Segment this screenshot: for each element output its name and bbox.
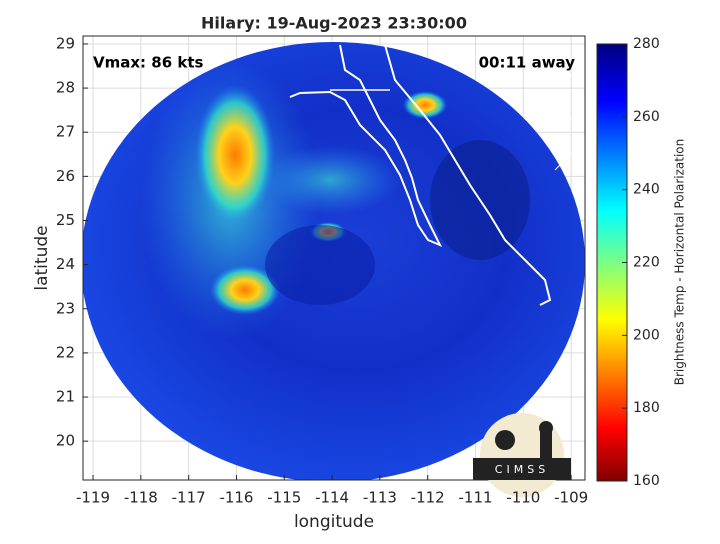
vmax-annotation: Vmax: 86 kts bbox=[93, 54, 203, 72]
y-tick-label: 22 bbox=[56, 343, 75, 361]
colorbar-tick-label: 280 bbox=[633, 36, 660, 52]
colorbar-tick-label: 180 bbox=[633, 400, 660, 416]
x-tick-label: -112 bbox=[411, 489, 445, 507]
y-tick-label: 23 bbox=[56, 299, 75, 317]
colorbar-tick-label: 220 bbox=[633, 255, 660, 271]
x-tick-label: -118 bbox=[124, 489, 158, 507]
x-tick-label: -114 bbox=[315, 489, 349, 507]
x-tick-label: -119 bbox=[76, 489, 110, 507]
y-tick-label: 24 bbox=[56, 255, 75, 273]
swath-image bbox=[83, 42, 585, 480]
colorbar-tick-label: 260 bbox=[633, 109, 660, 125]
axes-box bbox=[82, 35, 586, 481]
y-tick-label: 25 bbox=[56, 211, 75, 229]
colorbar-tick-label: 160 bbox=[633, 473, 660, 489]
x-tick-label: -116 bbox=[219, 489, 253, 507]
y-tick-label: 21 bbox=[56, 388, 75, 406]
logo: CIMSS bbox=[473, 413, 571, 497]
x-tick-label: -110 bbox=[506, 489, 540, 507]
logo-text: CIMSS bbox=[495, 463, 549, 476]
x-tick-label: -117 bbox=[172, 489, 206, 507]
x-tick-label: -115 bbox=[267, 489, 301, 507]
y-tick-label: 29 bbox=[56, 34, 75, 52]
colorbar-label: Brightness Temp - Horizontal Polarizatio… bbox=[673, 139, 687, 386]
x-axis-label: longitude bbox=[294, 512, 374, 532]
y-axis-label: latitude bbox=[32, 225, 52, 290]
time-annotation: 00:11 away bbox=[479, 54, 576, 72]
colorbar-tick-label: 240 bbox=[633, 182, 660, 198]
x-tick-label: -111 bbox=[458, 489, 492, 507]
chart-title: Hilary: 19-Aug-2023 23:30:00 bbox=[201, 14, 467, 33]
y-tick-label: 26 bbox=[56, 167, 75, 185]
y-tick-label: 20 bbox=[56, 432, 75, 450]
colorbar-tick-label: 200 bbox=[633, 327, 660, 343]
y-tick-label: 27 bbox=[56, 123, 75, 141]
x-tick-label: -109 bbox=[554, 489, 588, 507]
x-tick-label: -113 bbox=[363, 489, 397, 507]
y-tick-label: 28 bbox=[56, 79, 75, 97]
